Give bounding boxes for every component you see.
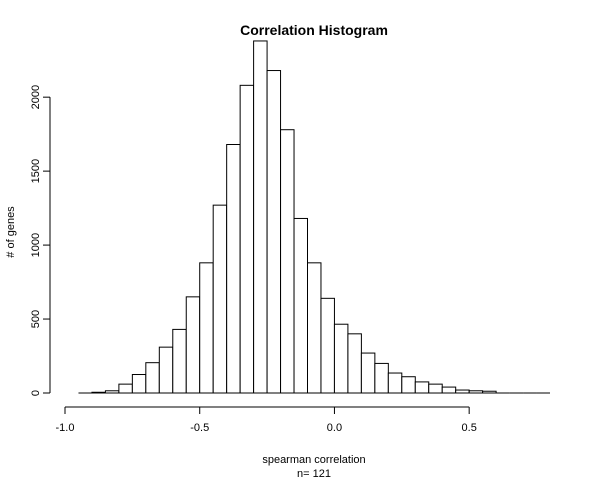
histogram-bar <box>401 376 416 394</box>
histogram-bar <box>360 352 376 394</box>
x-tick-label: -1.0 <box>56 422 75 434</box>
histogram-bar <box>212 204 228 394</box>
histogram-bar <box>387 372 403 394</box>
y-tick-label: 1000 <box>30 233 42 257</box>
histogram-bar <box>347 333 362 394</box>
x-tick-label: 0.5 <box>462 422 477 434</box>
histogram-bar <box>293 217 308 394</box>
chart-title: Correlation Histogram <box>240 22 388 38</box>
y-axis: 0 500 1000 1500 2000 <box>30 85 51 396</box>
histogram-bar <box>172 328 187 394</box>
y-tick-label: 500 <box>30 310 42 328</box>
histogram-bar <box>320 297 335 394</box>
y-tick-label: 1500 <box>30 159 42 183</box>
histogram-bar <box>239 84 255 394</box>
histogram-bar <box>333 323 349 394</box>
x-tick-label: -0.5 <box>190 422 209 434</box>
y-axis-label: # of genes <box>5 206 17 258</box>
histogram-bar <box>226 144 241 394</box>
histogram-bar <box>185 296 201 394</box>
histogram-bar <box>468 390 484 394</box>
bars-group <box>78 40 550 394</box>
x-axis-sublabel: n= 121 <box>297 468 331 480</box>
histogram-bar <box>131 374 147 394</box>
histogram-bar <box>455 389 470 394</box>
histogram-bar <box>374 362 389 394</box>
y-tick-label: 0 <box>30 390 42 396</box>
y-tick-label: 2000 <box>30 85 42 109</box>
histogram-bar <box>199 262 214 394</box>
histogram-bar <box>414 381 430 394</box>
histogram-bar <box>145 362 160 394</box>
x-tick-label: 0.0 <box>327 422 342 434</box>
histogram-bar <box>428 383 443 394</box>
histogram-bar <box>307 262 322 394</box>
histogram-bar <box>280 129 295 394</box>
histogram-bar <box>266 70 282 394</box>
histogram-bar <box>482 390 497 394</box>
histogram-bar <box>118 383 133 394</box>
histogram-bar <box>91 391 106 394</box>
histogram-bar <box>441 386 457 394</box>
histogram-bar <box>158 346 174 394</box>
x-axis-label: spearman correlation <box>262 454 365 466</box>
x-axis: -1.0 -0.5 0.0 0.5 <box>56 406 477 434</box>
histogram-bar <box>104 390 120 394</box>
histogram-bar <box>253 40 268 394</box>
